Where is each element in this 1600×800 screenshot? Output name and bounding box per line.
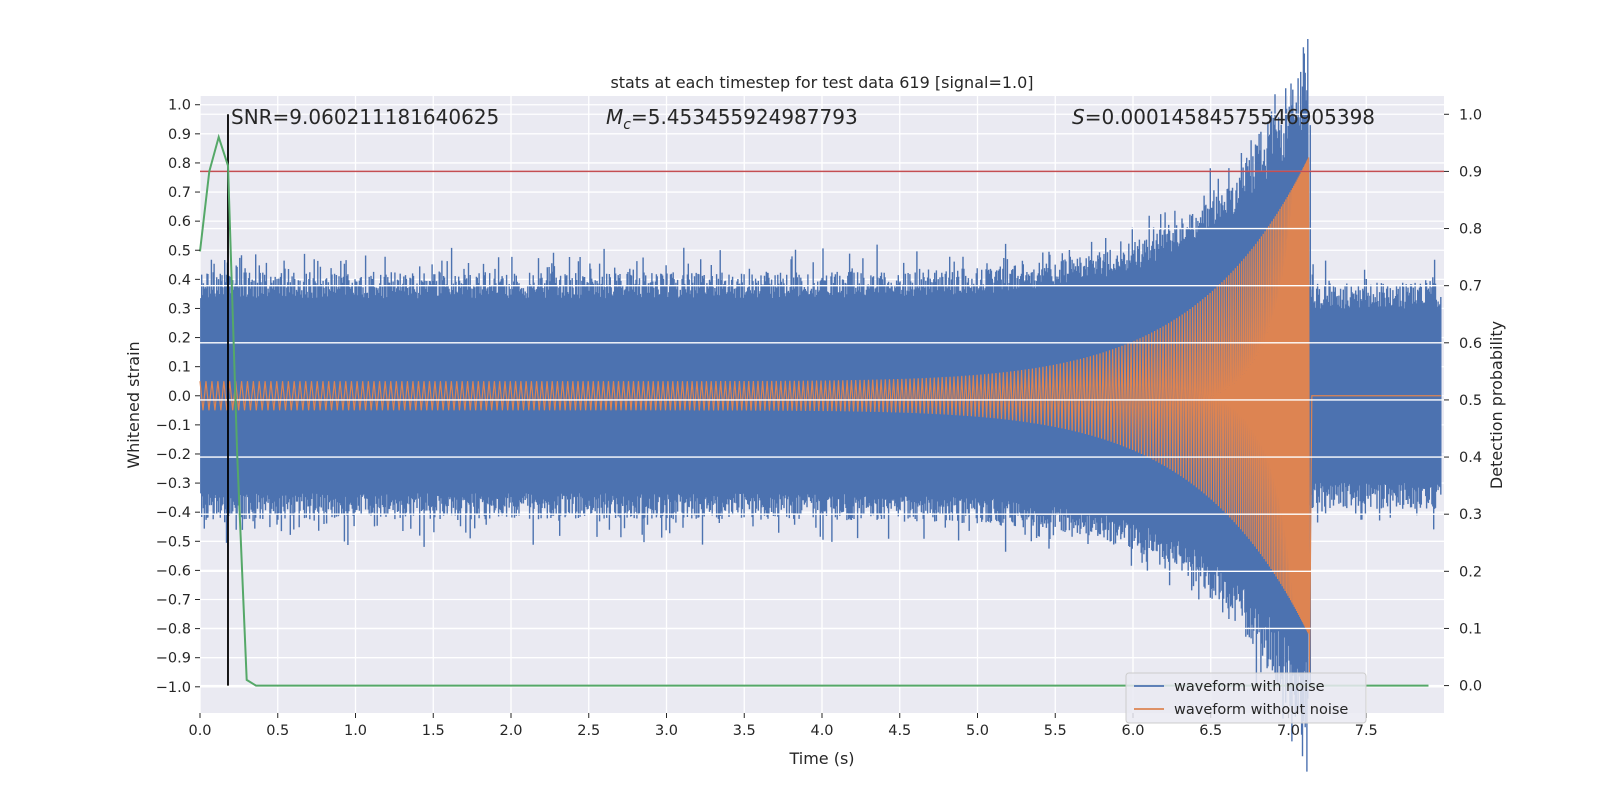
left-y-tick-label: 0.9 (168, 127, 191, 143)
left-y-tick-label: 0.0 (168, 389, 191, 405)
x-tick-label: 4.0 (810, 723, 833, 739)
x-tick-label: 7.5 (1355, 723, 1378, 739)
left-y-tick-label: −0.3 (156, 476, 191, 492)
legend-box (1125, 672, 1367, 724)
x-tick-label: 0.5 (266, 723, 289, 739)
left-y-tick-label: −0.7 (156, 592, 191, 608)
legend: waveform with noise waveform without noi… (1125, 672, 1367, 724)
left-y-tick-label: −0.4 (156, 505, 191, 521)
x-axis-ticks: 0.0 0.5 1.0 1.5 2.0 2.5 3.0 3.5 4.0 4.5 5.0 5.5 6.0 6… (188, 713, 1378, 739)
x-tick-label: 0.0 (188, 723, 211, 739)
right-y-tick-label: 0.0 (1459, 679, 1482, 695)
right-y-tick-label: 0.8 (1459, 222, 1482, 238)
right-y-axis-ticks: 1.0 0.9 0.8 0.7 0.6 0.5 0.4 0.3 0.2 0.1 0.0 (1444, 107, 1482, 695)
right-y-tick-label: 0.4 (1459, 450, 1482, 466)
left-y-axis-label: Whitened strain (124, 341, 143, 468)
x-tick-label: 3.5 (733, 723, 756, 739)
right-y-tick-label: 0.6 (1459, 336, 1482, 352)
left-y-tick-label: −0.5 (156, 534, 191, 550)
s-value: =0.00014584575546905398 (1085, 105, 1375, 129)
probability-overlays (199, 114, 1444, 687)
waveform-without-noise-line (199, 157, 1441, 673)
chirp-mass-subscript: c (623, 117, 631, 133)
right-y-tick-label: 1.0 (1459, 107, 1482, 123)
right-y-tick-label: 0.1 (1459, 621, 1482, 637)
left-y-tick-label: 0.3 (168, 301, 191, 317)
series-waveform-without-noise (199, 157, 1441, 673)
left-y-tick-label: −0.6 (156, 563, 191, 579)
chirp-mass-annotation: Mc=5.453455924987793 (606, 105, 858, 133)
x-tick-label: 2.5 (577, 723, 600, 739)
x-tick-label: 6.5 (1199, 723, 1222, 739)
left-y-tick-label: 0.2 (168, 331, 191, 347)
left-y-axis-ticks: 1.0 0.9 0.8 0.7 0.6 0.5 0.4 0.3 0.2 0.1 0.0 −0.1 −0.… (156, 98, 200, 696)
x-tick-label: 1.5 (422, 723, 445, 739)
x-tick-label: 5.5 (1044, 723, 1067, 739)
left-y-tick-label: 0.5 (168, 243, 191, 259)
x-axis-label: Time (s) (788, 749, 854, 768)
left-y-tick-label: −1.0 (156, 680, 191, 696)
x-tick-label: 3.0 (655, 723, 678, 739)
right-y-tick-label: 0.7 (1459, 279, 1482, 295)
right-y-tick-label: 0.3 (1459, 507, 1482, 523)
chart-title: stats at each timestep for test data 619… (610, 73, 1033, 92)
left-y-tick-label: −0.2 (156, 447, 191, 463)
x-tick-label: 1.0 (344, 723, 367, 739)
detection-probability-line (199, 133, 1429, 687)
x-tick-label: 6.0 (1121, 723, 1144, 739)
right-y-tick-label: 0.9 (1459, 164, 1482, 180)
left-y-tick-label: 0.1 (168, 360, 191, 376)
legend-label-waveform-without-noise: waveform without noise (1174, 702, 1348, 718)
x-tick-label: 2.0 (499, 723, 522, 739)
left-y-tick-label: 0.7 (168, 185, 191, 201)
chirp-mass-symbol: M (606, 105, 623, 129)
s-symbol: S (1072, 105, 1085, 129)
chirp-mass-value: =5.453455924987793 (631, 105, 858, 129)
s-annotation: S=0.00014584575546905398 (1072, 105, 1375, 129)
legend-label-waveform-with-noise: waveform with noise (1174, 679, 1325, 695)
x-tick-label: 4.5 (888, 723, 911, 739)
x-tick-label: 5.0 (966, 723, 989, 739)
right-y-axis-label: Detection probability (1487, 321, 1506, 489)
left-y-tick-label: 0.8 (168, 156, 191, 172)
x-tick-label: 7.0 (1277, 723, 1300, 739)
left-y-tick-label: −0.1 (156, 418, 191, 434)
left-y-tick-label: 0.6 (168, 214, 191, 230)
left-y-tick-label: −0.9 (156, 651, 191, 667)
left-y-tick-label: −0.8 (156, 622, 191, 638)
snr-annotation: SNR=9.060211181640625 (231, 105, 499, 129)
left-y-tick-label: 1.0 (168, 98, 191, 114)
right-y-tick-label: 0.2 (1459, 564, 1482, 580)
left-y-tick-label: 0.4 (168, 272, 191, 288)
right-y-tick-label: 0.5 (1459, 393, 1482, 409)
